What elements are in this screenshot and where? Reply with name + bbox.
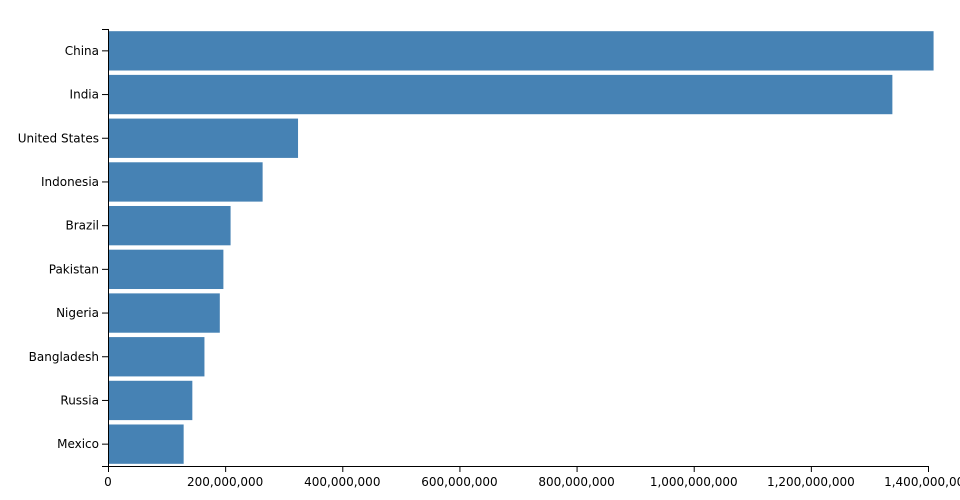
bar-pakistan — [108, 249, 224, 290]
x-axis: 0 200,000,000 400,000,000 600,000,000 800,00… — [104, 466, 960, 489]
y-tick-label: Indonesia — [41, 175, 99, 189]
x-tick-label: 600,000,000 — [421, 475, 497, 489]
x-tick: 0 — [104, 466, 112, 489]
y-tick: Mexico — [57, 437, 108, 451]
y-tick-label: Pakistan — [49, 262, 99, 276]
bar-russia — [108, 380, 193, 421]
x-tick: 600,000,000 — [421, 466, 498, 489]
x-tick: 400,000,000 — [304, 466, 380, 489]
bar-mexico — [108, 424, 184, 464]
y-axis-line — [102, 29, 109, 467]
y-tick-label: Nigeria — [56, 306, 99, 320]
y-tick-label: India — [70, 88, 99, 102]
x-tick: 200,000,000 — [187, 466, 263, 489]
bar-indonesia — [108, 162, 263, 202]
y-tick: India — [70, 88, 108, 102]
y-tick-label: Brazil — [66, 219, 100, 233]
y-tick: United States — [18, 131, 108, 145]
bar-brazil — [108, 205, 231, 246]
y-tick-label: Mexico — [57, 437, 99, 451]
y-tick-label: Russia — [60, 393, 99, 407]
bar-nigeria — [108, 293, 220, 333]
bar-united-states — [108, 118, 299, 158]
x-tick: 1,000,000,000 — [650, 466, 738, 489]
x-axis-line — [108, 466, 929, 472]
y-tick: Pakistan — [49, 262, 108, 276]
y-tick-label: Bangladesh — [29, 350, 99, 364]
x-tick-label: 1,400,000,000 — [884, 475, 960, 489]
x-tick-label: 800,000,000 — [538, 475, 614, 489]
x-tick-label: 1,200,000,000 — [767, 475, 855, 489]
y-tick: Russia — [60, 393, 108, 407]
y-tick-label: United States — [18, 131, 99, 145]
x-tick: 1,200,000,000 — [767, 466, 855, 489]
y-tick: Bangladesh — [29, 350, 108, 364]
y-tick-label: China — [65, 44, 99, 58]
x-tick: 800,000,000 — [538, 466, 615, 489]
bar-bangladesh — [108, 337, 205, 377]
x-tick-label: 400,000,000 — [304, 475, 380, 489]
x-tick: 1,400,000,000 — [884, 466, 960, 489]
y-tick: Indonesia — [41, 175, 108, 189]
x-tick-label: 0 — [104, 475, 112, 489]
x-tick-label: 1,000,000,000 — [650, 475, 738, 489]
bar-india — [108, 74, 893, 115]
y-tick: Nigeria — [56, 306, 108, 320]
bar-china — [108, 31, 934, 71]
y-tick: Brazil — [66, 219, 108, 233]
y-axis: China India United States Indonesia Brazil Pa… — [18, 29, 109, 467]
x-tick-label: 200,000,000 — [187, 475, 263, 489]
bars — [108, 31, 934, 464]
y-tick: China — [65, 44, 108, 58]
